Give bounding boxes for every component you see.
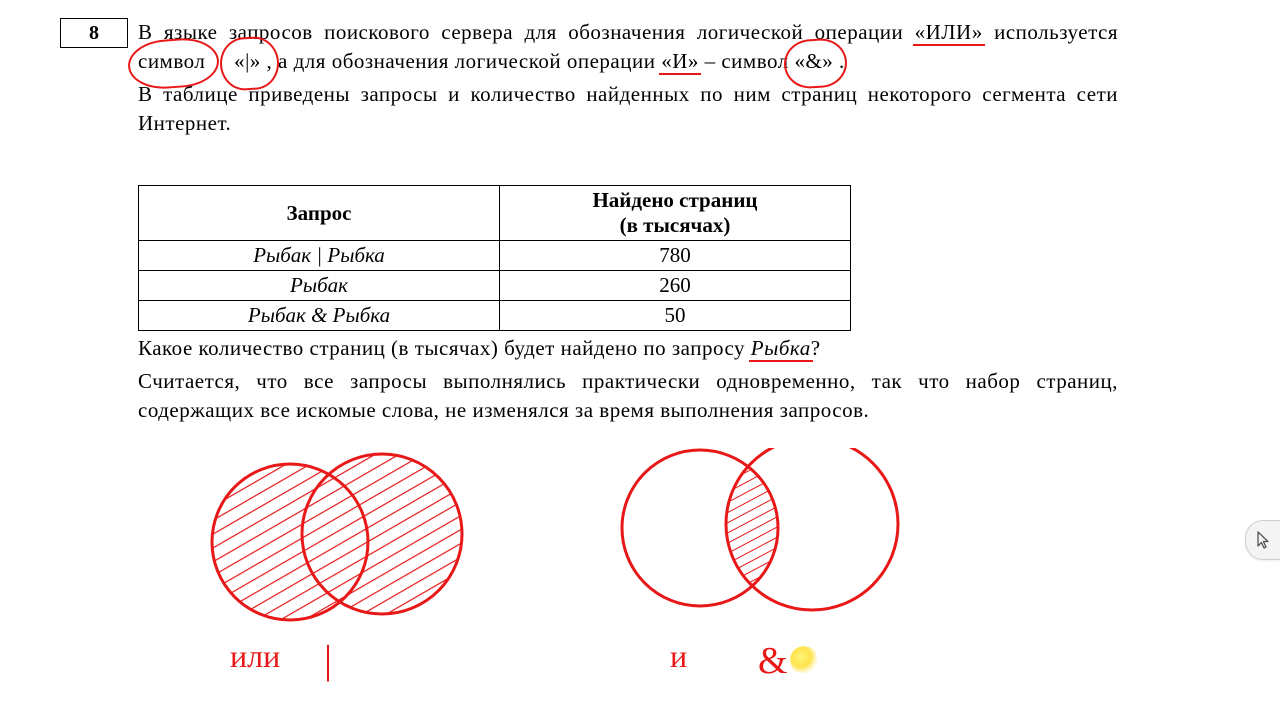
paragraph-2: В таблице приведены запросы и количество… xyxy=(138,80,1118,138)
cell-query: Рыбак | Рыбка xyxy=(139,241,500,271)
hand-label-or: или xyxy=(230,640,280,672)
cell-query: Рыбак xyxy=(139,271,500,301)
cursor-icon-badge[interactable] xyxy=(1245,520,1280,560)
header-pages: Найдено страниц (в тысячах) xyxy=(500,186,851,241)
target-word: Рыбка xyxy=(751,336,811,360)
text: Какое количество страниц (в тысячах) буд… xyxy=(138,336,751,360)
text: Найдено страниц xyxy=(592,188,757,212)
paragraph-1: В языке запросов поискового сервера для … xyxy=(138,18,1118,76)
cell-query: Рыбак & Рыбка xyxy=(139,301,500,331)
paragraph-4: Считается, что все запросы выполнялись п… xyxy=(138,367,1118,425)
circled-amp: «&» xyxy=(794,47,833,76)
problem-statement: В языке запросов поискового сервера для … xyxy=(138,18,1118,142)
text: используется xyxy=(994,20,1118,44)
text: – символ xyxy=(705,49,795,73)
venn-and-diagram xyxy=(618,448,918,638)
text: (в тысячах) xyxy=(620,213,731,237)
header-query: Запрос xyxy=(139,186,500,241)
query-table: Запрос Найдено страниц (в тысячах) Рыбак… xyxy=(138,185,851,331)
problem-question: Какое количество страниц (в тысячах) буд… xyxy=(138,334,1118,429)
circled-symbol-word: символ xyxy=(138,47,205,76)
hand-label-amp: & xyxy=(758,642,788,680)
venn-or-diagram xyxy=(210,452,480,642)
keyword-and: «И» xyxy=(661,49,699,73)
hand-label-and: и xyxy=(670,640,687,672)
keyword-or: «ИЛИ» xyxy=(915,20,983,44)
question-number-box: 8 xyxy=(60,18,128,48)
hand-label-pipe: | xyxy=(324,640,332,680)
cell-pages: 260 xyxy=(500,271,851,301)
highlight-dot xyxy=(790,646,818,674)
paragraph-3: Какое количество страниц (в тысячах) буд… xyxy=(138,334,1118,363)
text: ? xyxy=(811,336,821,360)
table-row: Рыбак | Рыбка 780 xyxy=(139,241,851,271)
table-row: Рыбак & Рыбка 50 xyxy=(139,301,851,331)
page-root: 8 В языке запросов поискового сервера дл… xyxy=(0,0,1280,720)
cursor-icon xyxy=(1255,531,1271,549)
table-header-row: Запрос Найдено страниц (в тысячах) xyxy=(139,186,851,241)
cell-pages: 50 xyxy=(500,301,851,331)
table-row: Рыбак 260 xyxy=(139,271,851,301)
circled-pipe: «|» xyxy=(234,47,261,76)
text: , а для обозначения логической операции xyxy=(267,49,662,73)
cell-pages: 780 xyxy=(500,241,851,271)
